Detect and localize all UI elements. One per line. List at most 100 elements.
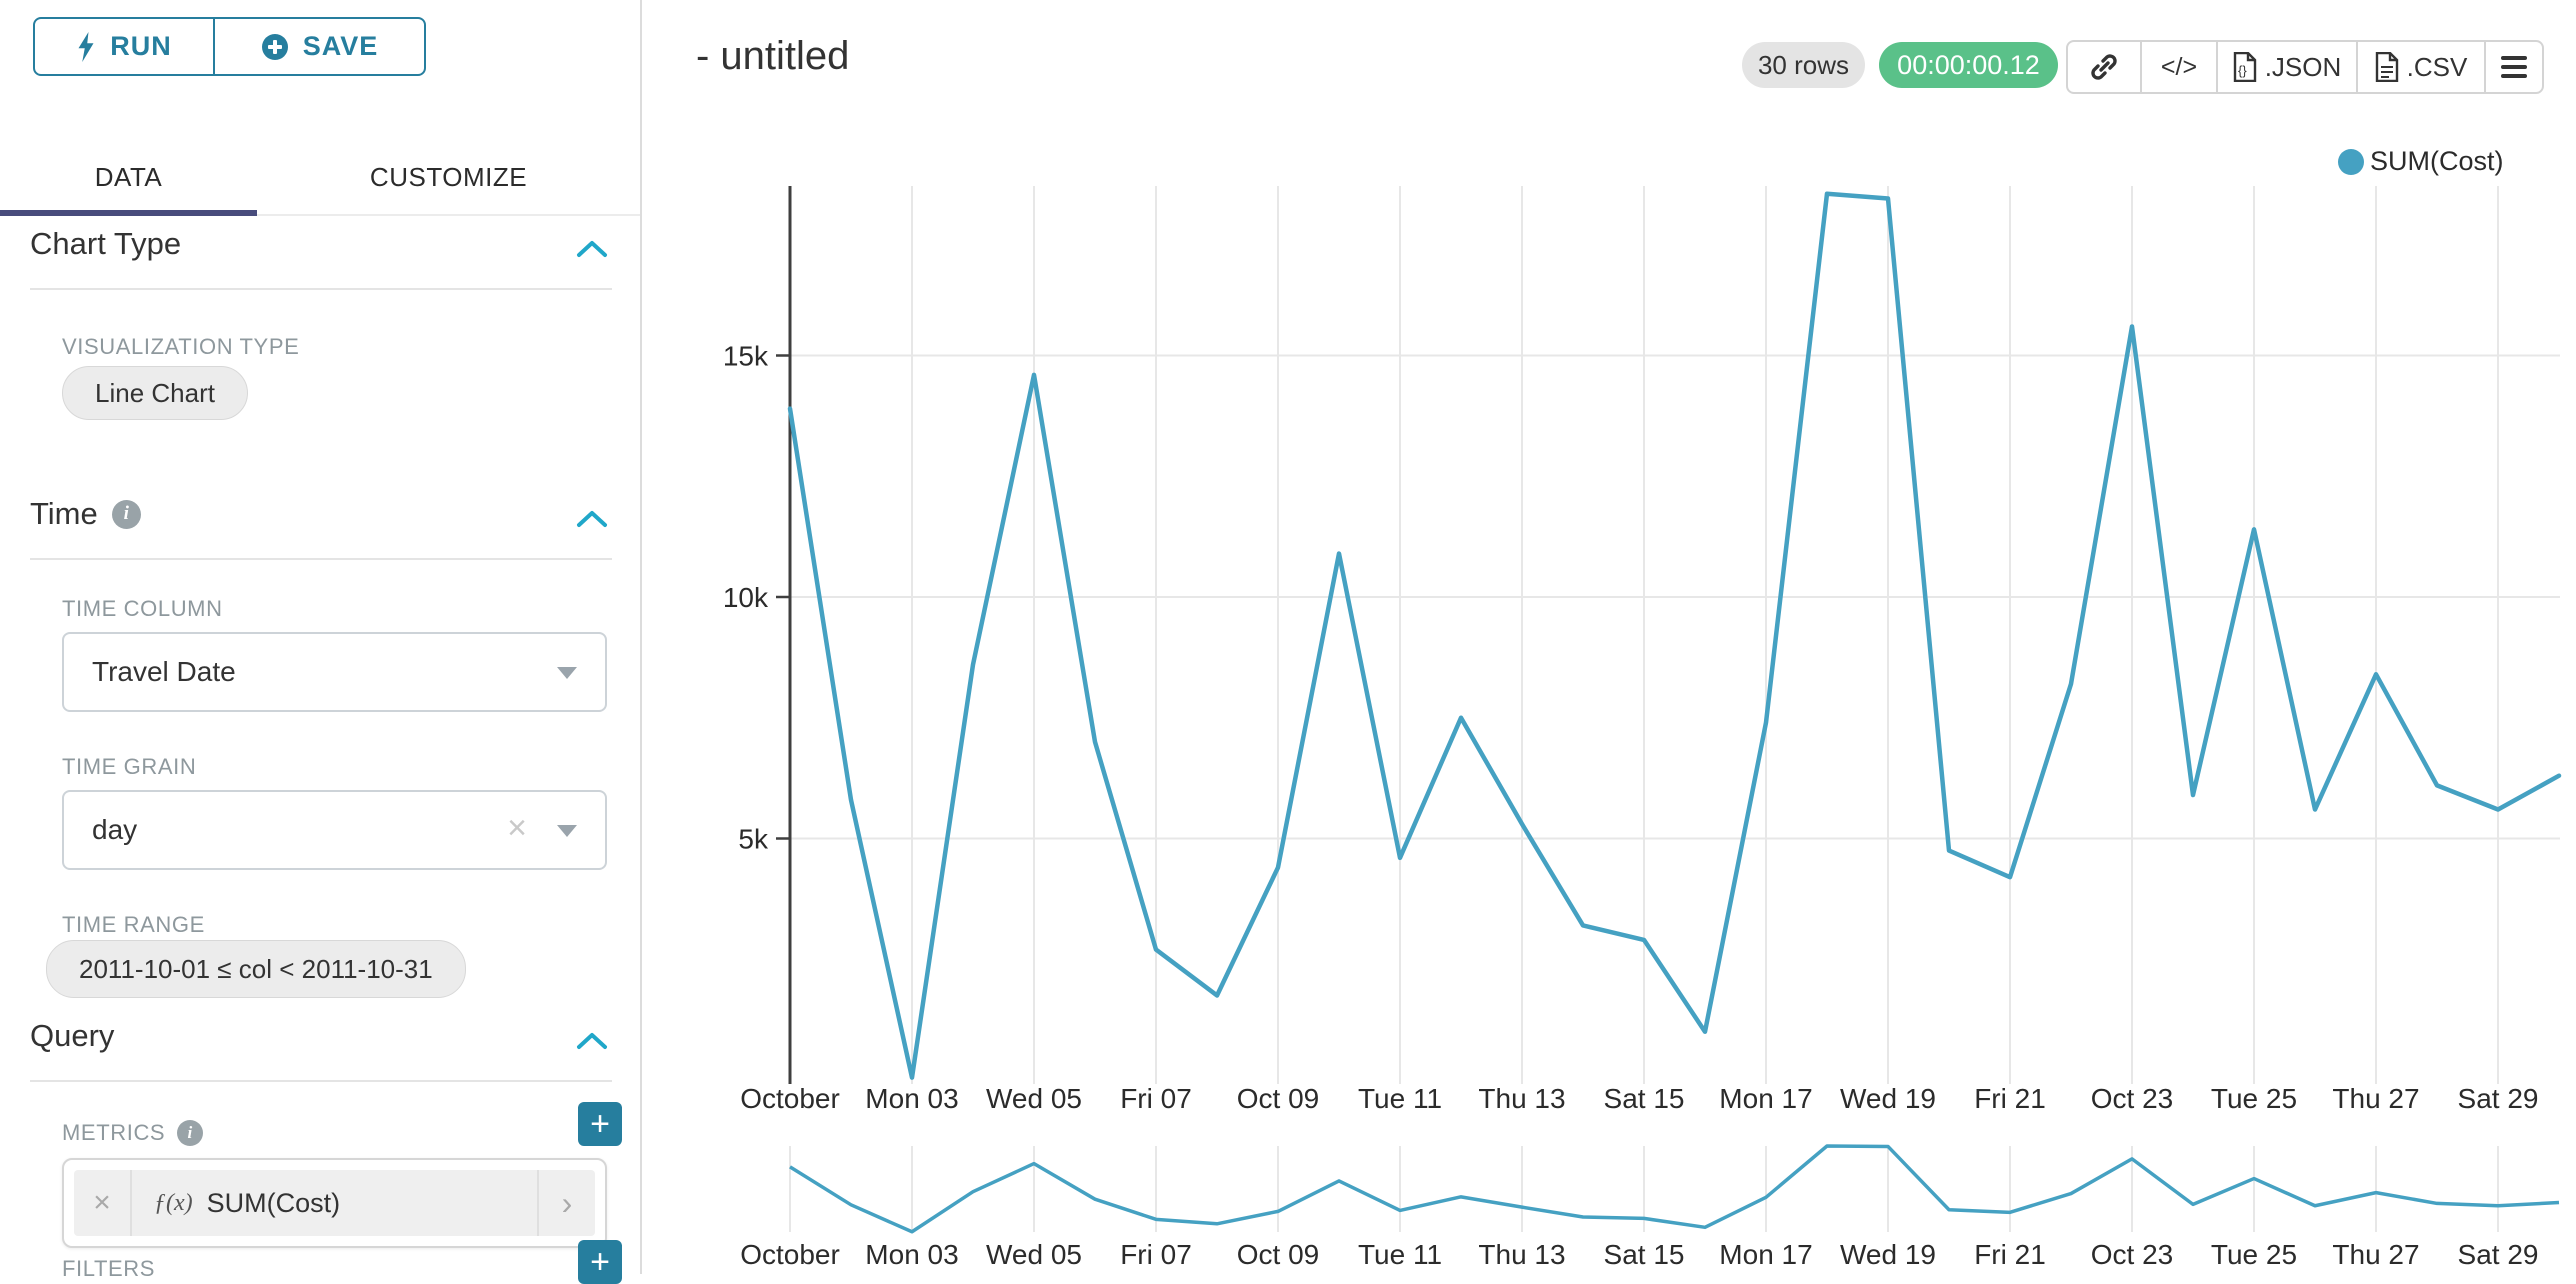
section-divider: [30, 1080, 612, 1082]
share-link-button[interactable]: [2068, 42, 2140, 92]
section-divider: [30, 288, 612, 290]
section-time-title: Time: [30, 496, 98, 531]
add-filter-button[interactable]: +: [578, 1240, 622, 1284]
control-panel-sidebar: RUN SAVE DATA CUSTOMIZE Chart Type VISUA…: [0, 0, 640, 1284]
time-grain-label: TIME GRAIN: [62, 754, 197, 779]
tab-customize-label: CUSTOMIZE: [369, 161, 528, 192]
x-axis-label: Tue 11: [1358, 1083, 1442, 1114]
x-axis-label: Mon 03: [865, 1083, 958, 1114]
collapse-chevron-icon[interactable]: [576, 240, 608, 258]
section-time-header: Time i: [30, 496, 141, 532]
viz-type-label: VISUALIZATION TYPE: [62, 334, 300, 359]
time-range-pill-wrap: 2011-10-01 ≤ col < 2011-10-31: [46, 940, 466, 998]
brush-x-axis-label: Fri 07: [1120, 1239, 1192, 1270]
x-axis-label: Oct 23: [2091, 1083, 2173, 1114]
brush-x-axis-label: Mon 17: [1719, 1239, 1812, 1270]
brush-x-axis-label: Mon 03: [865, 1239, 958, 1270]
metric-body[interactable]: ƒ(x) SUM(Cost): [132, 1170, 537, 1236]
collapse-chevron-icon[interactable]: [576, 510, 608, 528]
time-column-select[interactable]: Travel Date: [62, 632, 607, 712]
time-grain-select[interactable]: day ×: [62, 790, 607, 870]
filters-label: FILTERS: [62, 1256, 156, 1281]
series-line: [787, 191, 2562, 1080]
time-grain-value: day: [92, 814, 138, 845]
export-csv-label: .CSV: [2406, 51, 2468, 82]
line-chart: 5k 10k 15k October October Mon 03 Mon 03 Wed 05…: [723, 186, 2562, 1270]
time-column-label: TIME COLUMN: [62, 596, 223, 621]
chart-menu-button[interactable]: [2484, 42, 2542, 92]
metric-pill[interactable]: × ƒ(x) SUM(Cost) ›: [74, 1170, 595, 1236]
svg-text:{}: {}: [2238, 63, 2247, 78]
add-metric-button[interactable]: +: [578, 1102, 622, 1146]
lightning-bolt-icon: [78, 31, 94, 62]
y-axis-label: 15k: [723, 341, 769, 372]
run-button-label: RUN: [110, 31, 172, 61]
x-axis-label: October: [740, 1083, 840, 1114]
code-icon: </>: [2160, 52, 2198, 81]
metric-name: SUM(Cost): [206, 1187, 341, 1218]
section-chart-type-header: Chart Type: [30, 226, 181, 262]
info-icon: i: [111, 499, 141, 529]
chevron-down-icon: [557, 825, 577, 837]
section-query-header: Query: [30, 1018, 114, 1054]
run-save-button-group: RUN SAVE: [33, 17, 426, 76]
tab-data[interactable]: DATA: [0, 140, 257, 216]
x-axis-label: Sat 15: [1604, 1083, 1685, 1114]
plus-icon: +: [590, 1243, 610, 1281]
x-axis-label: Sat 29: [2458, 1083, 2539, 1114]
info-icon: i: [177, 1120, 204, 1146]
x-axis-label: Thu 13: [1478, 1083, 1565, 1114]
brush-x-axis-label: Sat 29: [2458, 1239, 2539, 1270]
panel-tabs: DATA CUSTOMIZE: [0, 140, 640, 216]
export-json-label: .JSON: [2264, 51, 2342, 82]
brush-x-axis-label: Sat 15: [1604, 1239, 1685, 1270]
row-count-badge: 30 rows: [1742, 42, 1865, 88]
brush-x-axis-label: Oct 09: [1237, 1239, 1319, 1270]
time-range-value: 2011-10-01 ≤ col < 2011-10-31: [79, 953, 433, 984]
legend-series-label: SUM(Cost): [2370, 146, 2504, 176]
fx-icon: ƒ(x): [154, 1189, 193, 1216]
tab-customize[interactable]: CUSTOMIZE: [257, 140, 640, 214]
menu-icon: [2501, 56, 2527, 78]
collapse-chevron-icon[interactable]: [576, 1032, 608, 1050]
viz-type-pill[interactable]: Line Chart: [62, 366, 248, 420]
view-query-button[interactable]: </>: [2140, 42, 2216, 92]
metrics-label: METRICS i: [62, 1120, 204, 1146]
x-axis-label: Wed 05: [986, 1083, 1082, 1114]
chart-legend[interactable]: SUM(Cost): [2338, 146, 2504, 177]
chart-title[interactable]: - untitled: [696, 34, 850, 78]
brush-x-axis-label: Fri 21: [1974, 1239, 2046, 1270]
tab-data-label: DATA: [94, 161, 163, 192]
x-axis-label: Oct 09: [1237, 1083, 1319, 1114]
metric-expand-icon[interactable]: ›: [537, 1170, 595, 1236]
brush-x-axis-label: Thu 27: [2332, 1239, 2419, 1270]
viz-type-value: Line Chart: [95, 377, 215, 408]
run-button[interactable]: RUN: [35, 19, 213, 74]
chart-toolbar: </> {} .JSON .CSV: [2066, 40, 2544, 94]
export-csv-button[interactable]: .CSV: [2356, 42, 2484, 92]
time-range-pill[interactable]: 2011-10-01 ≤ col < 2011-10-31: [46, 940, 466, 998]
link-icon: [2091, 54, 2117, 80]
clear-icon[interactable]: ×: [507, 808, 527, 847]
section-chart-type-title: Chart Type: [30, 226, 182, 261]
x-axis-label: Tue 25: [2211, 1083, 2297, 1114]
file-csv-icon: [2375, 52, 2398, 82]
brush-x-axis-label: Wed 19: [1840, 1239, 1936, 1270]
query-timer-badge: 00:00:00.12: [1879, 42, 2058, 88]
brush-series-line[interactable]: [789, 1144, 2560, 1234]
legend-series-dot: [2338, 148, 2364, 175]
panel-divider: [640, 0, 642, 1274]
brush-x-axis-label: Thu 13: [1478, 1239, 1565, 1270]
y-axis-label: 5k: [738, 824, 769, 855]
file-json-icon: {}: [2233, 52, 2256, 82]
remove-metric-icon[interactable]: ×: [74, 1170, 132, 1236]
save-button[interactable]: SAVE: [213, 19, 424, 74]
time-column-value: Travel Date: [92, 656, 236, 687]
y-axis-label: 10k: [723, 582, 769, 613]
plus-icon: +: [590, 1105, 610, 1143]
x-axis-label: Wed 19: [1840, 1083, 1936, 1114]
export-json-button[interactable]: {} .JSON: [2216, 42, 2356, 92]
x-axis-label: Fri 21: [1974, 1083, 2046, 1114]
section-divider: [30, 558, 612, 560]
brush-x-axis-label: Oct 23: [2091, 1239, 2173, 1270]
